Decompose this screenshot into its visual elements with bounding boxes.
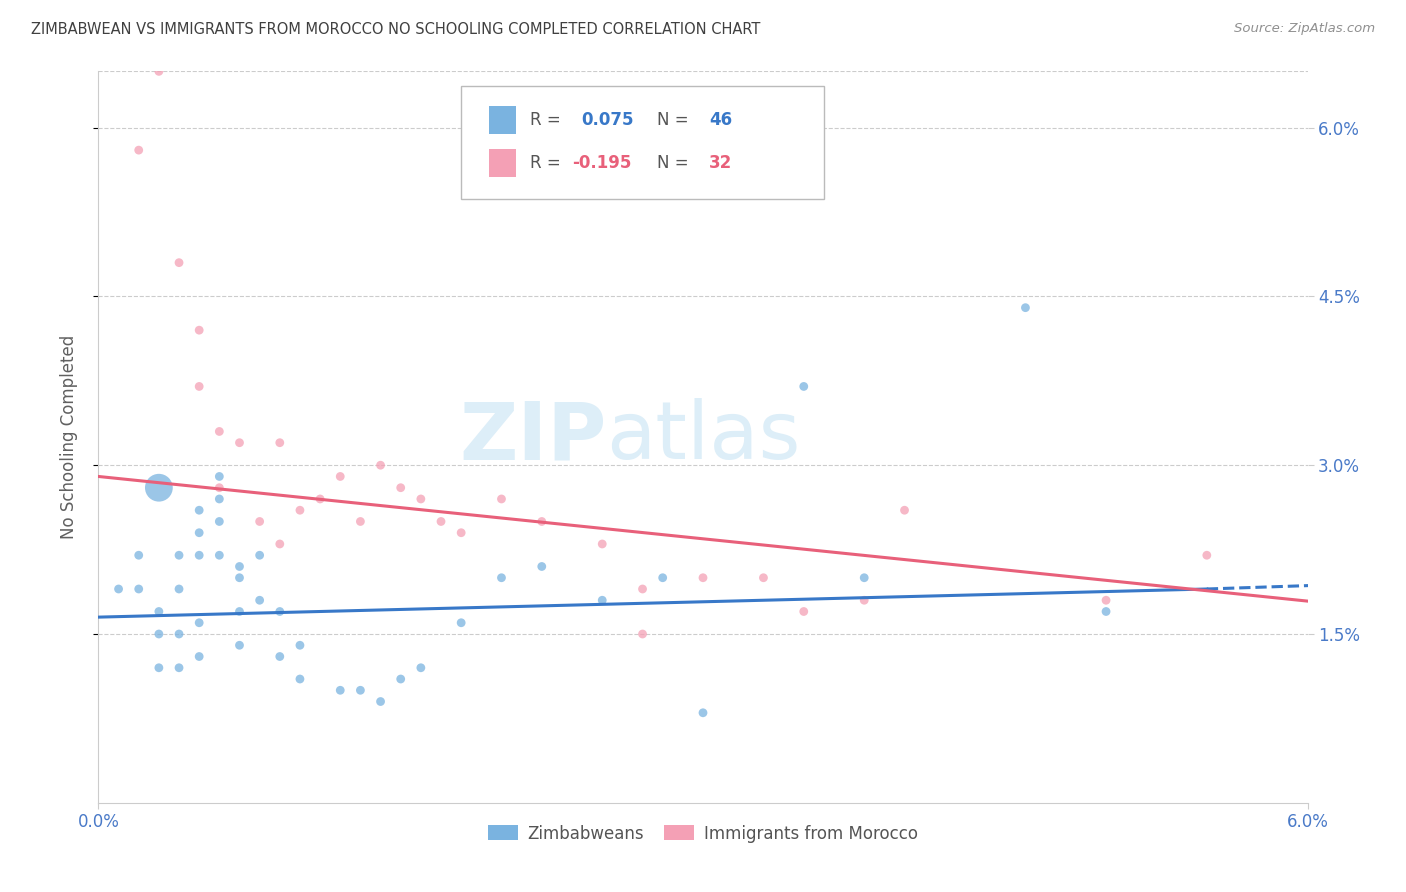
Text: Source: ZipAtlas.com: Source: ZipAtlas.com — [1234, 22, 1375, 36]
Point — [167, 661, 190, 675]
Point — [208, 469, 231, 483]
Point — [409, 661, 432, 675]
Point — [188, 379, 211, 393]
Text: 32: 32 — [709, 153, 733, 172]
Point — [148, 627, 170, 641]
Point — [1095, 593, 1118, 607]
Point — [167, 582, 190, 596]
Text: R =: R = — [530, 112, 567, 129]
Point — [148, 64, 170, 78]
Point — [269, 649, 291, 664]
Point — [288, 503, 311, 517]
Point — [793, 379, 815, 393]
Text: ZIP: ZIP — [458, 398, 606, 476]
Point — [188, 649, 211, 664]
Text: N =: N = — [657, 153, 695, 172]
Point — [148, 481, 170, 495]
Point — [329, 683, 352, 698]
Point — [107, 582, 129, 596]
Point — [148, 605, 170, 619]
Point — [349, 683, 371, 698]
Point — [752, 571, 775, 585]
Point — [188, 503, 211, 517]
Point — [188, 323, 211, 337]
Point — [249, 593, 271, 607]
Text: -0.195: -0.195 — [572, 153, 631, 172]
FancyBboxPatch shape — [489, 149, 516, 177]
Point — [793, 605, 815, 619]
Point — [188, 525, 211, 540]
Point — [208, 425, 231, 439]
Y-axis label: No Schooling Completed: No Schooling Completed — [59, 335, 77, 539]
Point — [329, 469, 352, 483]
Point — [409, 491, 432, 506]
Point — [430, 515, 453, 529]
Point — [491, 571, 513, 585]
Legend: Zimbabweans, Immigrants from Morocco: Zimbabweans, Immigrants from Morocco — [481, 818, 925, 849]
Text: ZIMBABWEAN VS IMMIGRANTS FROM MOROCCO NO SCHOOLING COMPLETED CORRELATION CHART: ZIMBABWEAN VS IMMIGRANTS FROM MOROCCO NO… — [31, 22, 761, 37]
Point — [128, 582, 150, 596]
Text: 0.075: 0.075 — [581, 112, 633, 129]
Point — [167, 255, 190, 269]
Point — [491, 491, 513, 506]
Point — [208, 548, 231, 562]
Point — [269, 605, 291, 619]
Point — [692, 571, 714, 585]
Point — [389, 481, 412, 495]
Point — [631, 582, 654, 596]
Point — [530, 515, 553, 529]
Point — [370, 458, 392, 473]
Point — [188, 615, 211, 630]
Point — [1095, 605, 1118, 619]
Point — [228, 605, 250, 619]
Point — [389, 672, 412, 686]
Point — [370, 694, 392, 708]
Point — [1195, 548, 1218, 562]
Point — [128, 548, 150, 562]
Point — [692, 706, 714, 720]
Point — [228, 638, 250, 652]
Text: N =: N = — [657, 112, 695, 129]
FancyBboxPatch shape — [489, 106, 516, 135]
Text: atlas: atlas — [606, 398, 800, 476]
Point — [167, 548, 190, 562]
Text: 46: 46 — [709, 112, 733, 129]
Point — [269, 537, 291, 551]
Point — [853, 593, 876, 607]
FancyBboxPatch shape — [461, 86, 824, 200]
Text: R =: R = — [530, 153, 567, 172]
Point — [631, 627, 654, 641]
Point — [148, 661, 170, 675]
Point — [450, 615, 472, 630]
Point — [228, 435, 250, 450]
Point — [128, 143, 150, 157]
Point — [591, 593, 613, 607]
Point — [269, 435, 291, 450]
Point — [167, 627, 190, 641]
Point — [530, 559, 553, 574]
Point — [208, 515, 231, 529]
Point — [651, 571, 673, 585]
Point — [188, 548, 211, 562]
Point — [1014, 301, 1036, 315]
Point — [288, 672, 311, 686]
Point — [309, 491, 332, 506]
Point — [853, 571, 876, 585]
Point — [349, 515, 371, 529]
Point — [249, 515, 271, 529]
Point — [893, 503, 915, 517]
Point — [288, 638, 311, 652]
Point — [208, 491, 231, 506]
Point — [591, 537, 613, 551]
Point — [228, 571, 250, 585]
Point — [208, 481, 231, 495]
Point — [228, 559, 250, 574]
Point — [249, 548, 271, 562]
Point — [450, 525, 472, 540]
